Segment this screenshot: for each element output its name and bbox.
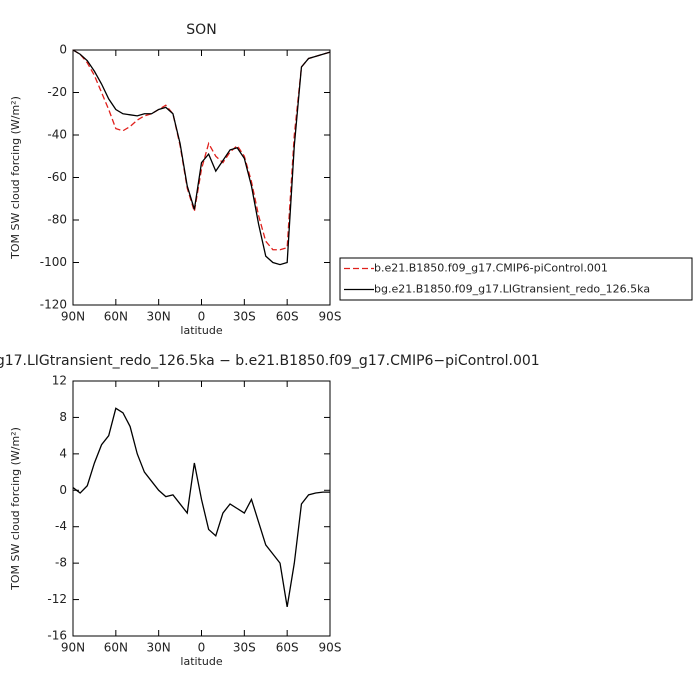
x-tick-label: 60S bbox=[276, 641, 299, 655]
y-axis-label: TOM SW cloud forcing (W/m²) bbox=[9, 96, 22, 260]
y-tick-label: 12 bbox=[52, 374, 67, 388]
x-tick-label: 30S bbox=[233, 310, 256, 324]
x-tick-label: 30N bbox=[147, 310, 171, 324]
x-tick-label: 30N bbox=[147, 641, 171, 655]
y-tick-label: -4 bbox=[55, 519, 67, 533]
legend-label: bg.e21.B1850.f09_g17.LIGtransient_redo_1… bbox=[374, 283, 650, 296]
chart-title: SON bbox=[186, 22, 216, 38]
y-tick-label: -20 bbox=[47, 85, 67, 99]
x-tick-label: 90N bbox=[61, 641, 85, 655]
x-axis-label: latitude bbox=[180, 324, 222, 337]
x-tick-label: 0 bbox=[198, 310, 206, 324]
data-line bbox=[72, 49, 331, 266]
y-tick-label: 0 bbox=[59, 483, 67, 497]
y-tick-label: -16 bbox=[47, 629, 67, 643]
data-line bbox=[72, 49, 331, 251]
y-tick-label: -40 bbox=[47, 128, 67, 142]
y-tick-label: -12 bbox=[47, 592, 67, 606]
y-tick-label: -100 bbox=[40, 255, 67, 269]
y-axis-label: TOM SW cloud forcing (W/m²) bbox=[9, 427, 22, 591]
y-tick-label: -8 bbox=[55, 556, 67, 570]
y-tick-label: 4 bbox=[59, 446, 67, 460]
x-tick-label: 90S bbox=[319, 310, 342, 324]
legend-label: b.e21.B1850.f09_g17.CMIP6-piControl.001 bbox=[374, 262, 608, 275]
x-tick-label: 90S bbox=[319, 641, 342, 655]
y-tick-label: 8 bbox=[59, 410, 67, 424]
x-tick-label: 30S bbox=[233, 641, 256, 655]
y-tick-label: -120 bbox=[40, 298, 67, 312]
x-tick-label: 90N bbox=[61, 310, 85, 324]
y-tick-label: 0 bbox=[59, 43, 67, 57]
data-line bbox=[72, 407, 330, 607]
y-tick-label: -60 bbox=[47, 170, 67, 184]
plot-frame bbox=[72, 380, 331, 637]
x-tick-label: 60S bbox=[276, 310, 299, 324]
x-tick-label: 60N bbox=[104, 310, 128, 324]
y-tick-label: -80 bbox=[47, 213, 67, 227]
x-tick-label: 60N bbox=[104, 641, 128, 655]
chart-title: bg.e21.B1850.f09_g17.LIGtransient_redo_1… bbox=[0, 353, 540, 369]
x-axis-label: latitude bbox=[180, 655, 222, 668]
legend-box bbox=[339, 257, 693, 301]
x-tick-label: 0 bbox=[198, 641, 206, 655]
